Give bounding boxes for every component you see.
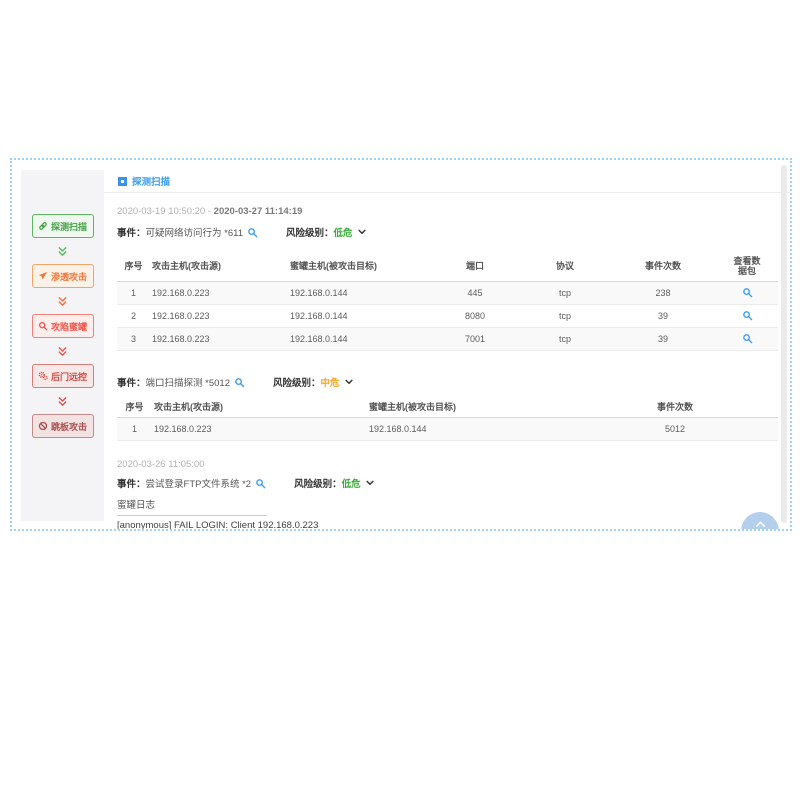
- main-content: 2020-03-19 10:50:20 - 2020-03-27 11:14:1…: [117, 193, 778, 531]
- view-packet-search-icon[interactable]: [716, 281, 778, 305]
- section-square-icon: [118, 176, 127, 186]
- dashed-panel: 探测扫描 渗透攻击 攻陷蜜罐: [10, 158, 792, 531]
- back-to-top-button[interactable]: [741, 512, 779, 529]
- double-chevron-down-icon: [57, 238, 68, 264]
- table-row: 1 192.168.0.223 192.168.0.144 5012: [117, 417, 778, 441]
- risk-level-dropdown[interactable]: 低危: [334, 225, 367, 239]
- double-chevron-down-icon: [57, 338, 68, 364]
- view-packet-search-icon[interactable]: [716, 327, 778, 351]
- table-header-row: 序号 攻击主机(攻击源) 蜜罐主机(被攻击目标) 端口 协议 事件次数 查看数据…: [117, 251, 778, 282]
- sidebar-item-penetration-attack[interactable]: 渗透攻击: [31, 264, 94, 288]
- col-header: 事件次数: [572, 397, 778, 418]
- event-row-2: 事件： 端口扫描探测 *5012 风险级别： 中危: [117, 375, 778, 389]
- sidebar-item-probe-scan[interactable]: 探测扫描: [31, 214, 94, 238]
- event-title: 端口扫描探测 *5012: [145, 378, 230, 389]
- event-search-icon[interactable]: [255, 478, 266, 489]
- sidebar-item-label: 后门远控: [50, 371, 87, 382]
- risk-level-label: 风险级别：: [294, 479, 342, 490]
- honeypot-log-title: 蜜罐日志: [117, 497, 267, 516]
- chevron-down-icon: [357, 227, 367, 237]
- event-label: 事件：: [117, 228, 146, 239]
- risk-level-value: 中危: [320, 378, 340, 389]
- col-header: 蜜罐主机(被攻击目标): [367, 397, 572, 418]
- event1-table: 序号 攻击主机(攻击源) 蜜罐主机(被攻击目标) 端口 协议 事件次数 查看数据…: [117, 251, 778, 351]
- risk-level-label: 风险级别：: [273, 378, 321, 389]
- gears-icon: [38, 371, 48, 381]
- event-search-icon[interactable]: [247, 227, 258, 238]
- col-header: 事件次数: [610, 251, 716, 282]
- paper-plane-icon: [38, 271, 48, 281]
- risk-level-value: 低危: [341, 479, 361, 490]
- table-row: 1 192.168.0.223 192.168.0.144 445 tcp 23…: [117, 281, 778, 305]
- sidebar-item-compromise-honeypot[interactable]: 攻陷蜜罐: [31, 314, 94, 338]
- chevron-down-icon: [365, 478, 375, 488]
- risk-level-dropdown[interactable]: 中危: [321, 375, 354, 389]
- ban-icon: [38, 421, 48, 431]
- sidebar-item-label: 攻陷蜜罐: [50, 321, 87, 332]
- table-row: 2 192.168.0.223 192.168.0.144 8080 tcp 3…: [117, 304, 778, 328]
- col-header: 查看数据包: [716, 251, 778, 282]
- event2-table: 序号 攻击主机(攻击源) 蜜罐主机(被攻击目标) 事件次数 1 192.168.…: [117, 397, 778, 441]
- page-title: 探测扫描: [132, 177, 171, 188]
- event-label: 事件：: [117, 378, 146, 389]
- double-chevron-down-icon: [57, 388, 68, 414]
- sidebar-item-label: 渗透攻击: [50, 271, 87, 282]
- table-header-row: 序号 攻击主机(攻击源) 蜜罐主机(被攻击目标) 事件次数: [117, 397, 778, 418]
- col-header: 序号: [117, 251, 150, 282]
- col-header: 攻击主机(攻击源): [152, 397, 367, 418]
- chevron-down-icon: [344, 377, 354, 387]
- sidebar-item-springboard-attack[interactable]: 跳板攻击: [31, 414, 94, 438]
- vertical-scrollbar[interactable]: [781, 165, 787, 523]
- honeypot-log-line: [anonymous] FAIL LOGIN: Client 192.168.0…: [117, 520, 319, 531]
- search-icon: [38, 321, 48, 331]
- attack-chain-sidebar: 探测扫描 渗透攻击 攻陷蜜罐: [21, 170, 104, 521]
- event-row-3: 事件： 尝试登录FTP文件系统 *2 风险级别： 低危: [117, 476, 778, 490]
- chevron-up-icon: [754, 518, 767, 529]
- col-header: 蜜罐主机(被攻击目标): [288, 251, 430, 282]
- time-range: 2020-03-19 10:50:20 - 2020-03-27 11:14:1…: [117, 206, 303, 217]
- table-row: 3 192.168.0.223 192.168.0.144 7001 tcp 3…: [117, 327, 778, 351]
- content-header: 探测扫描: [104, 170, 790, 193]
- risk-level-label: 风险级别：: [286, 228, 334, 239]
- col-header: 序号: [117, 397, 152, 418]
- risk-level-dropdown[interactable]: 低危: [342, 476, 375, 490]
- sidebar-item-backdoor-remote-control[interactable]: 后门远控: [31, 364, 94, 388]
- event-row-1: 事件： 可疑网络访问行为 *611 风险级别： 低危: [117, 225, 778, 239]
- double-chevron-down-icon: [57, 288, 68, 314]
- sidebar-item-label: 跳板攻击: [50, 421, 87, 432]
- event-title: 尝试登录FTP文件系统 *2: [145, 479, 252, 490]
- col-header: 协议: [520, 251, 610, 282]
- col-header: 攻击主机(攻击源): [150, 251, 288, 282]
- view-packet-search-icon[interactable]: [716, 304, 778, 328]
- col-header: 端口: [430, 251, 520, 282]
- risk-level-value: 低危: [333, 228, 353, 239]
- sidebar-item-label: 探测扫描: [50, 221, 87, 232]
- link-icon: [38, 221, 48, 231]
- timestamp: 2020-03-26 11:05:00: [117, 459, 205, 470]
- event-search-icon[interactable]: [234, 377, 245, 388]
- event-title: 可疑网络访问行为 *611: [145, 228, 243, 239]
- event-label: 事件：: [117, 479, 146, 490]
